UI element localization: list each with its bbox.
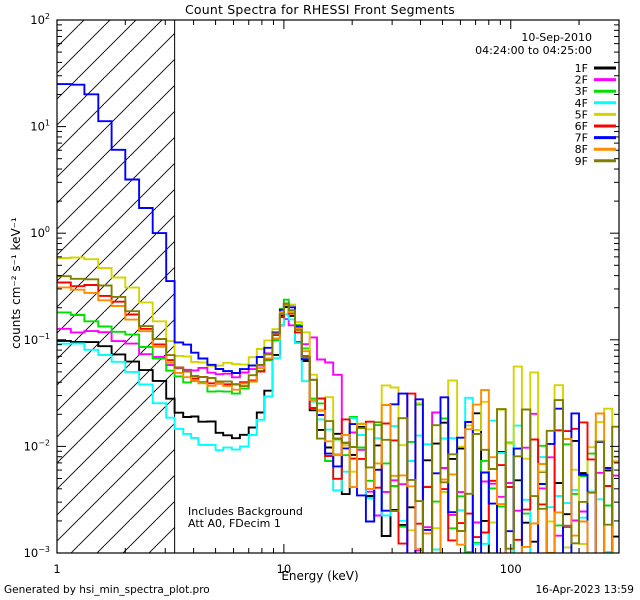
y-tick-label: 10−2 [24,438,50,453]
y-axis-title: counts cm⁻² s⁻¹ keV⁻¹ [9,217,23,349]
observation-date: 10-Sep-2010 [521,31,592,44]
spectrum-trace-9f [57,275,619,553]
legend-label-8f: 8F [575,143,588,156]
annotation-background: Includes Background [188,505,303,518]
legend-label-2f: 2F [575,74,588,87]
legend-label-1f: 1F [575,62,588,75]
footer-timestamp: 16-Apr-2023 13:59 [535,584,634,596]
spectrum-trace-7f [57,83,614,553]
x-tick-label: 10 [277,562,292,576]
legend-label-4f: 4F [575,97,588,110]
observation-time-range: 04:24:00 to 04:25:00 [475,44,592,57]
page-title: Count Spectra for RHESSI Front Segments [184,2,456,17]
y-tick-label: 10−1 [24,332,50,347]
annotation-attenuator: Att A0, FDecim 1 [188,517,281,530]
y-tick-label: 10−3 [24,545,50,560]
x-tick-label: 100 [500,562,522,576]
legend-label-9f: 9F [575,155,588,168]
y-tick-label: 100 [30,225,50,240]
x-axis-title: Energy (keV) [281,569,359,583]
x-tick-label: 1 [53,562,60,576]
legend-label-5f: 5F [575,108,588,121]
y-tick-label: 102 [30,12,50,27]
spectrum-trace-8f [57,286,619,553]
footer-generator: Generated by hsi_min_spectra_plot.pro [4,584,210,596]
spectra-traces [57,83,619,553]
legend-label-7f: 7F [575,132,588,145]
y-tick-label: 101 [30,119,50,134]
legend-label-6f: 6F [575,120,588,133]
axis-frame: 1 10 100 102 101 100 10−1 10−2 10−3 [24,12,620,576]
legend-label-3f: 3F [575,85,588,98]
